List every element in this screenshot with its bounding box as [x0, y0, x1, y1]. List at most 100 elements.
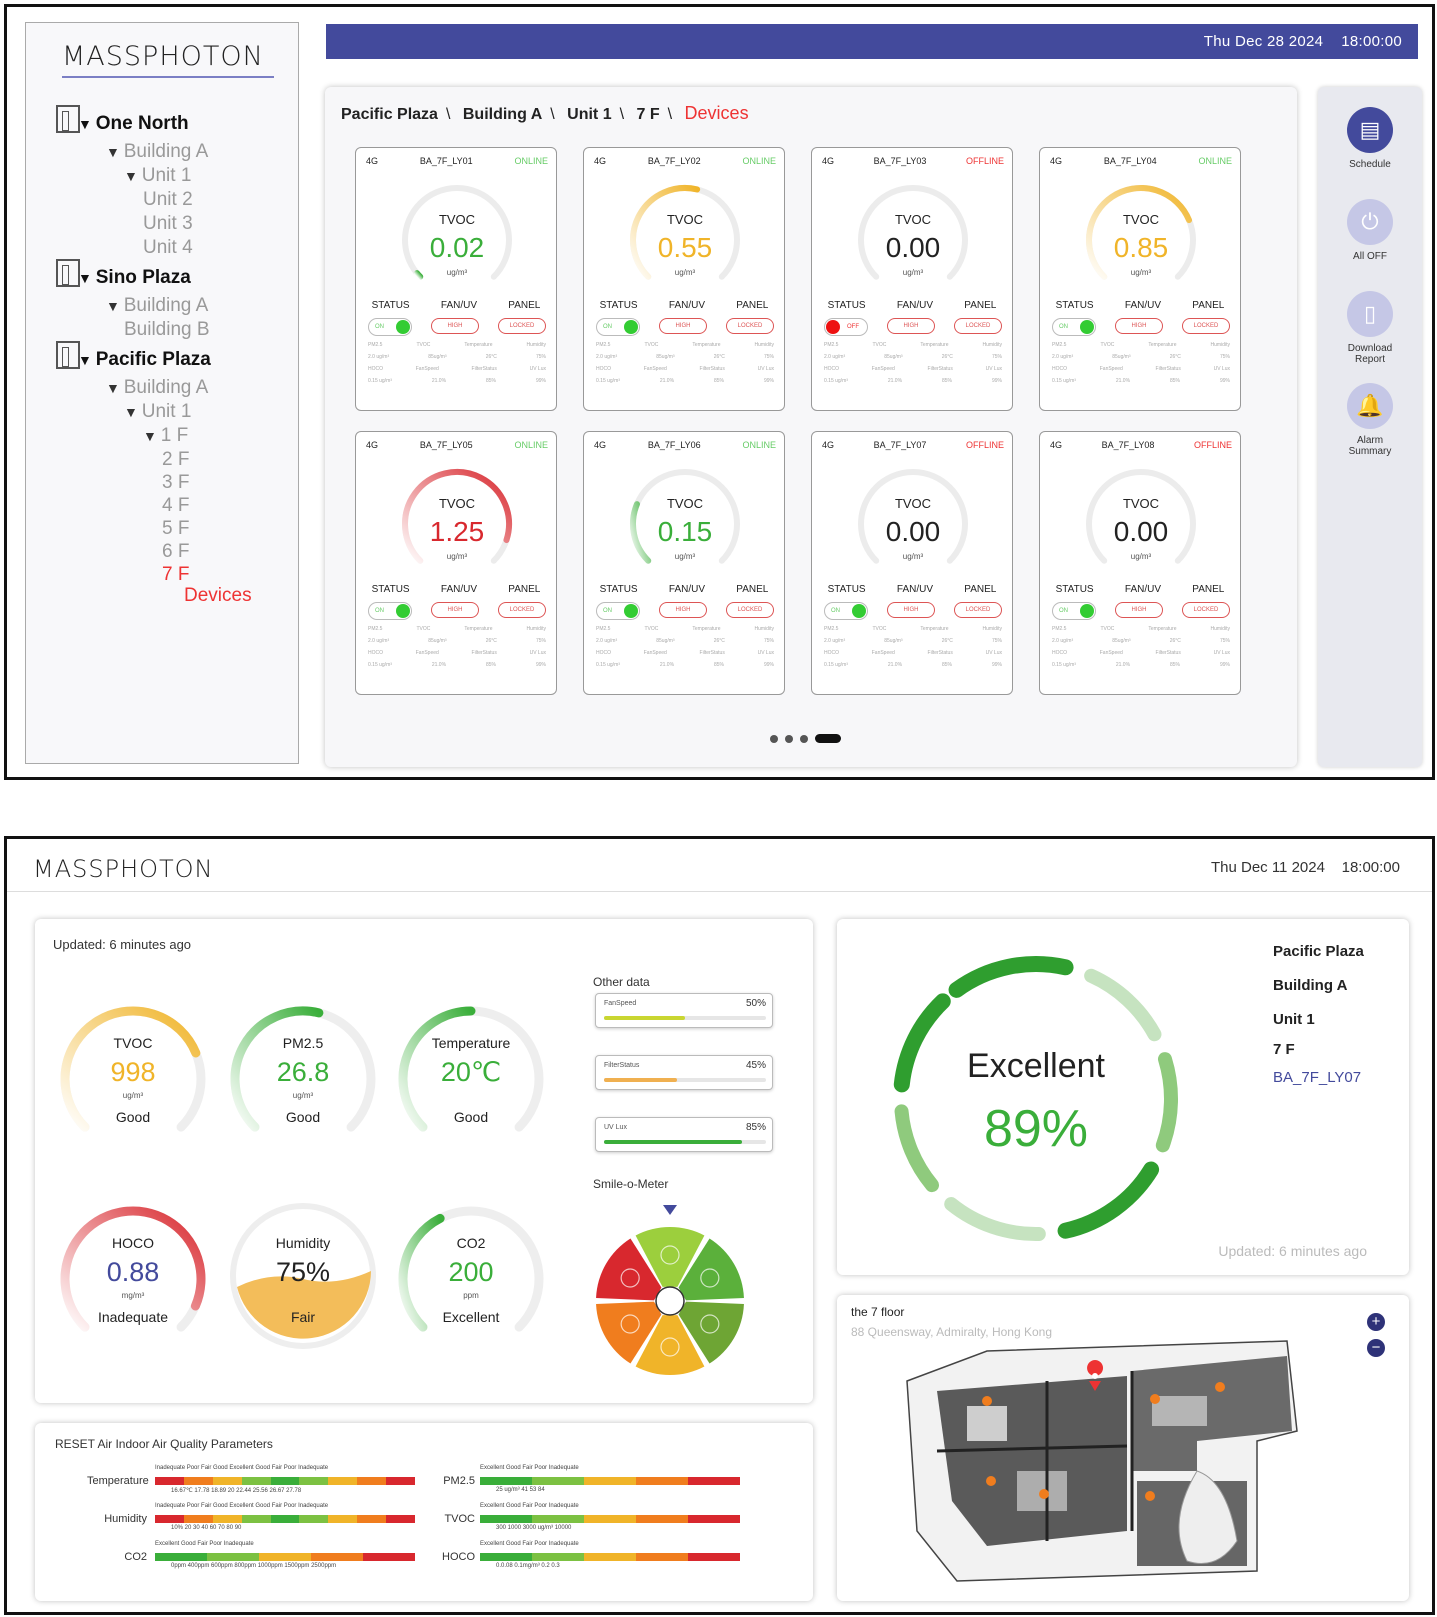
panel-lock-button[interactable]: LOCKED	[1182, 318, 1230, 334]
page-dot[interactable]	[800, 734, 808, 743]
panel-lock-button[interactable]: LOCKED	[1182, 602, 1230, 618]
fan-uv-button[interactable]: HIGH	[887, 318, 935, 334]
page-dot[interactable]	[770, 734, 778, 743]
fan-uv-button[interactable]: HIGH	[1115, 318, 1163, 334]
page-dot[interactable]	[815, 734, 841, 743]
expand-arrow-icon[interactable]: ▼	[143, 428, 161, 444]
tree-item[interactable]: ▼ Unit 1	[124, 401, 191, 423]
device-card[interactable]: 4G BA_7F_LY07 OFFLINE TVOC 0.00 ug/m³ STATUS FA…	[811, 431, 1013, 695]
fan-uv-button[interactable]: HIGH	[1115, 602, 1163, 618]
breadcrumb-separator: \	[667, 106, 673, 123]
device-card[interactable]: 4G BA_7F_LY04 ONLINE TVOC 0.85 ug/m³ STATUS FAN…	[1039, 147, 1241, 411]
device-card[interactable]: 4G BA_7F_LY02 ONLINE TVOC 0.55 ug/m³ STATUS FAN…	[583, 147, 785, 411]
device-card[interactable]: 4G BA_7F_LY01 ONLINE TVOC 0.02 ug/m³ STATUS FAN…	[355, 147, 557, 411]
gauge-label: TVOC	[113, 1035, 153, 1051]
power-toggle[interactable]: OFF	[824, 318, 868, 336]
expand-arrow-icon[interactable]: ▼	[78, 270, 96, 286]
tvoc-gauge: TVOC 0.00 ug/m³	[1078, 462, 1204, 572]
device-card[interactable]: 4G BA_7F_LY05 ONLINE TVOC 1.25 ug/m³ STATUS FAN…	[355, 431, 557, 695]
tree-item[interactable]: 6 F	[162, 541, 189, 563]
device-card[interactable]: 4G BA_7F_LY03 OFFLINE TVOC 0.00 ug/m³ STATUS FA…	[811, 147, 1013, 411]
bar-track	[604, 1140, 766, 1144]
zoom-out-button[interactable]: −	[1367, 1339, 1385, 1357]
tree-item[interactable]: ▼ Unit 1	[124, 165, 191, 187]
fan-uv-button[interactable]: HIGH	[887, 602, 935, 618]
gauge-unit: ug/m³	[446, 552, 468, 561]
tree-item[interactable]: ▼ Pacific Plaza	[78, 349, 211, 371]
panel-lock-button[interactable]: LOCKED	[498, 318, 546, 334]
expand-arrow-icon[interactable]: ▼	[124, 404, 142, 420]
tree-item[interactable]: 5 F	[162, 518, 189, 540]
panel-lock-button[interactable]: LOCKED	[498, 602, 546, 618]
sensor-reading: 21.0%	[659, 378, 675, 384]
breadcrumb-item[interactable]: Pacific Plaza	[341, 106, 438, 123]
sensor-reading: 26°C	[713, 354, 725, 360]
zoom-in-button[interactable]: +	[1367, 1313, 1385, 1331]
tree-item[interactable]: ▼ One North	[78, 113, 189, 135]
tree-item[interactable]: ▼ 1 F	[143, 425, 188, 447]
device-card[interactable]: 4G BA_7F_LY06 ONLINE TVOC 0.15 ug/m³ STATUS FAN…	[583, 431, 785, 695]
action-all-off[interactable]: ⏻ All OFF	[1318, 199, 1422, 262]
power-toggle[interactable]: ON	[596, 602, 640, 620]
schedule-icon: ▤	[1347, 107, 1393, 153]
breadcrumb-item[interactable]: Building A	[462, 106, 543, 123]
page-dot[interactable]	[785, 734, 793, 743]
expand-arrow-icon[interactable]: ▼	[78, 116, 96, 132]
tree-item[interactable]: 3 F	[162, 472, 189, 494]
bar-fill	[604, 1078, 677, 1082]
power-toggle[interactable]: ON	[1052, 602, 1096, 620]
tree-item[interactable]: Devices	[184, 585, 252, 607]
power-toggle[interactable]: ON	[596, 318, 640, 336]
tree-item[interactable]: Unit 2	[143, 189, 193, 211]
parameter-scale	[480, 1515, 740, 1523]
tree-item[interactable]: ▼ Building A	[106, 377, 208, 399]
action-download-report[interactable]: ▯ Download Report	[1318, 291, 1422, 365]
tree-item[interactable]: 4 F	[162, 495, 189, 517]
expand-arrow-icon[interactable]: ▼	[124, 168, 142, 184]
tree-item[interactable]: Unit 3	[143, 213, 193, 235]
expand-arrow-icon[interactable]: ▼	[106, 144, 124, 160]
sensor-readings-row: 2.0 ug/m³ 85ug/m³ 26°C 75%	[368, 354, 546, 360]
power-toggle[interactable]: ON	[1052, 318, 1096, 336]
gauge-unit: ug/m³	[674, 552, 696, 561]
tree-item[interactable]: ▼ Sino Plaza	[78, 267, 191, 289]
action-alarm-summary[interactable]: 🔔 Alarm Summary	[1318, 383, 1422, 457]
tree-item[interactable]: Unit 4	[143, 237, 193, 259]
tree-item[interactable]: ▼ Building A	[106, 295, 208, 317]
action-schedule[interactable]: ▤ Schedule	[1318, 107, 1422, 170]
breadcrumb-current: Devices	[684, 103, 749, 123]
fan-uv-button[interactable]: HIGH	[659, 318, 707, 334]
breadcrumb-item[interactable]: 7 F	[636, 106, 660, 123]
device-id: BA_7F_LY03	[873, 156, 927, 166]
device-status: ONLINE	[1198, 156, 1232, 166]
power-toggle[interactable]: ON	[368, 318, 412, 336]
sensor-marker	[1150, 1394, 1160, 1404]
tree-item[interactable]: Building B	[124, 319, 210, 341]
tvoc-gauge: TVOC 0.02 ug/m³	[394, 178, 520, 288]
power-toggle[interactable]: ON	[824, 602, 868, 620]
power-toggle[interactable]: ON	[368, 602, 412, 620]
fan-uv-button[interactable]: HIGH	[431, 602, 479, 618]
panel-lock-button[interactable]: LOCKED	[726, 602, 774, 618]
panel-lock-button[interactable]: LOCKED	[954, 318, 1002, 334]
smile-face-icon	[700, 1314, 720, 1334]
breadcrumb-item[interactable]: Unit 1	[567, 106, 612, 123]
expand-arrow-icon[interactable]: ▼	[78, 352, 96, 368]
fan-uv-button[interactable]: HIGH	[431, 318, 479, 334]
tree-item[interactable]: 7 F	[162, 564, 189, 586]
panel-lock-button[interactable]: LOCKED	[726, 318, 774, 334]
location-device[interactable]: BA_7F_LY07	[1273, 1069, 1362, 1086]
tree-item-label: Devices	[184, 585, 252, 606]
sensor-reading: PM2.5	[1052, 626, 1067, 632]
expand-arrow-icon[interactable]: ▼	[106, 298, 124, 314]
panel-lock-button[interactable]: LOCKED	[954, 602, 1002, 618]
toggle-knob	[826, 320, 840, 334]
gauge-arc	[630, 185, 740, 280]
fan-uv-button[interactable]: HIGH	[659, 602, 707, 618]
device-card[interactable]: 4G BA_7F_LY08 OFFLINE TVOC 0.00 ug/m³ STATUS FA…	[1039, 431, 1241, 695]
tree-item[interactable]: ▼ Building A	[106, 141, 208, 163]
tree-item[interactable]: 2 F	[162, 449, 189, 471]
sensor-reading: FilterStatus	[927, 650, 953, 656]
expand-arrow-icon[interactable]: ▼	[106, 380, 124, 396]
sensor-reading: 75%	[1219, 638, 1230, 644]
